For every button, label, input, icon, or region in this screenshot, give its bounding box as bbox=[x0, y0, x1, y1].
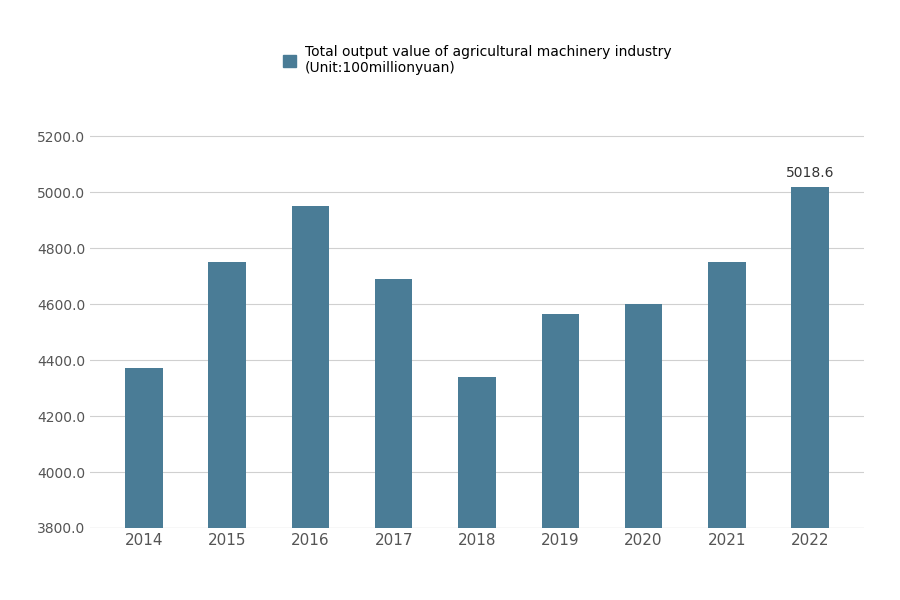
Bar bbox=[125, 368, 163, 528]
Bar bbox=[292, 206, 329, 528]
Bar bbox=[209, 262, 246, 528]
Bar bbox=[375, 279, 412, 528]
Text: 5018.6: 5018.6 bbox=[786, 166, 834, 180]
Bar bbox=[625, 304, 662, 528]
Legend: Total output value of agricultural machinery industry
(Unit:100millionyuan): Total output value of agricultural machi… bbox=[277, 40, 677, 80]
Bar bbox=[542, 314, 579, 528]
Bar bbox=[458, 377, 496, 528]
Bar bbox=[708, 262, 745, 528]
Bar bbox=[791, 187, 829, 528]
